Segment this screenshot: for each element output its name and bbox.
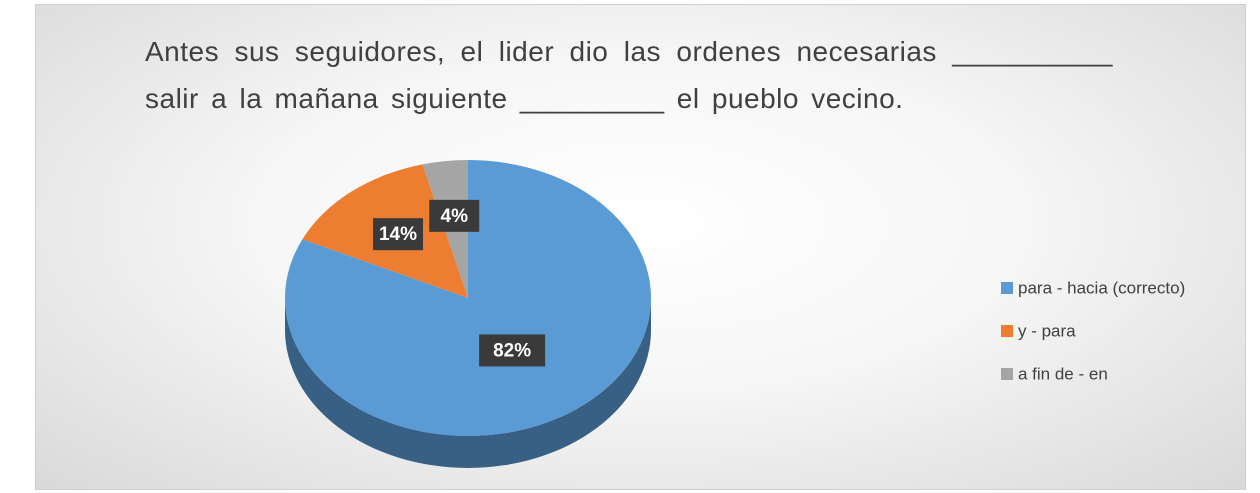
legend-swatch [1001, 368, 1013, 380]
data-label: 82% [493, 340, 531, 361]
data-label-box [429, 199, 480, 232]
data-label-box [479, 334, 546, 367]
data-label: 14% [379, 224, 417, 245]
chart-area [35, 4, 1246, 490]
legend-label: para - hacia (correcto) [1018, 278, 1185, 297]
legend-swatch [1001, 325, 1013, 337]
legend-label: y - para [1018, 321, 1076, 340]
pie-slice [284, 160, 651, 436]
legend-swatch [1001, 282, 1013, 294]
pie-side [285, 298, 651, 468]
data-label: 4% [441, 206, 469, 227]
data-label-box [373, 218, 424, 251]
legend-label: a fin de - en [1018, 364, 1108, 383]
chart-title: Antes sus seguidores, el lider dio las o… [145, 36, 1113, 114]
